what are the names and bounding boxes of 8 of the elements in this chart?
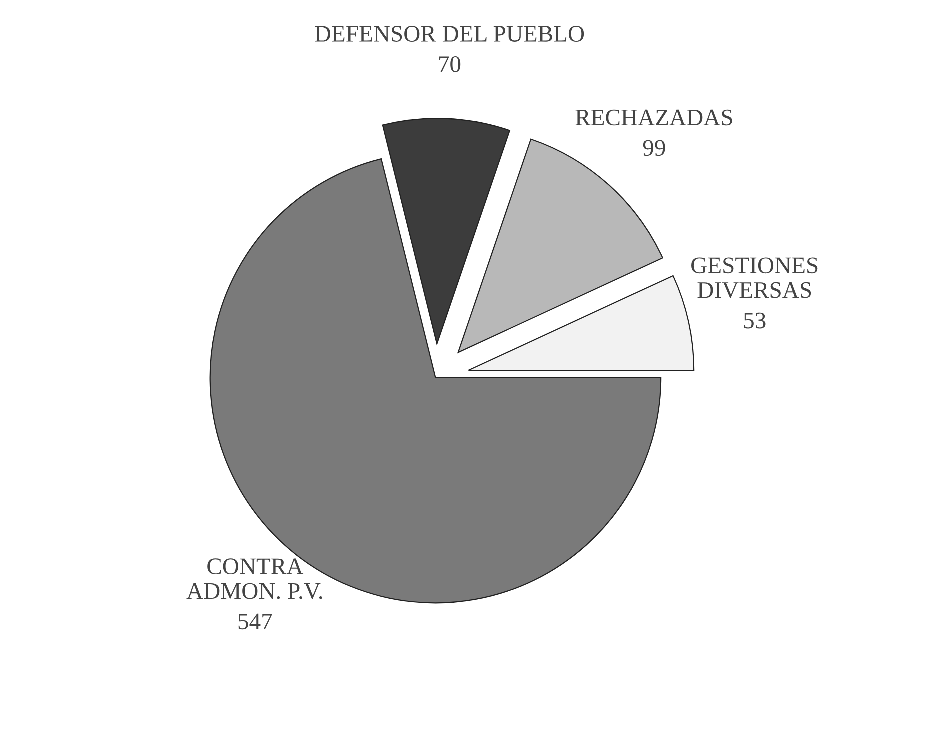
slice-label: DEFENSOR DEL PUEBLO bbox=[315, 26, 584, 42]
slice-label: RECHAZADAS bbox=[576, 110, 732, 126]
data-label: 53 bbox=[744, 312, 766, 329]
slice-label: GESTIONES DIVERSAS bbox=[692, 258, 818, 298]
data-label: 547 bbox=[238, 614, 272, 630]
data-label: 70 bbox=[439, 56, 461, 72]
slice-label: CONTRA ADMON. P.V. bbox=[186, 558, 322, 600]
data-label: 99 bbox=[643, 140, 666, 156]
